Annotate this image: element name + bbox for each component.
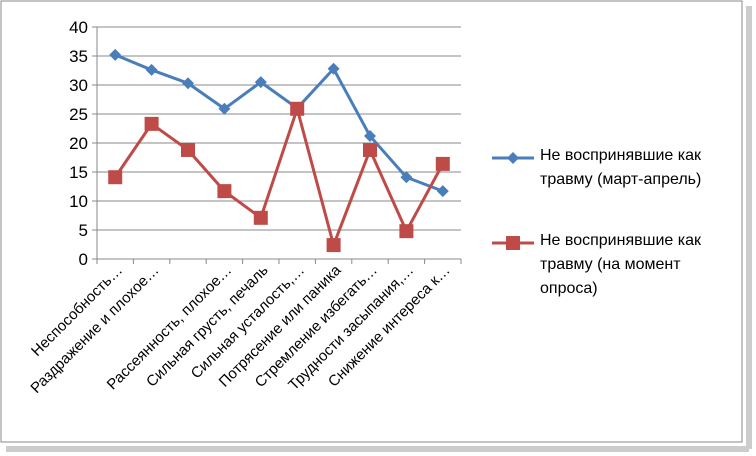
point: [327, 62, 340, 75]
y-tick-label: 35: [69, 47, 88, 66]
y-tick-label: 15: [69, 163, 88, 182]
point: [253, 210, 268, 225]
series-line: [114, 53, 444, 193]
point: [108, 170, 123, 185]
point: [326, 238, 341, 253]
y-tick-label: 10: [69, 192, 88, 211]
point: [217, 184, 232, 199]
series-line: [113, 103, 445, 250]
point: [399, 224, 414, 239]
point: [363, 142, 377, 157]
legend-label: Не воспринявшие как травму (на момент оп…: [540, 232, 701, 297]
point: [400, 171, 413, 184]
point: [182, 77, 194, 90]
point: [436, 185, 449, 198]
chart-border: [0, 0, 743, 443]
legend-label: Не воспринявшие как травму (март-апрель): [540, 147, 702, 188]
y-tick-label: 20: [69, 134, 88, 153]
point: [145, 63, 158, 76]
point: [109, 48, 122, 61]
y-tick-label: 5: [79, 221, 88, 240]
y-tick-label: 40: [69, 18, 88, 37]
y-tick-label: 30: [69, 76, 88, 95]
point: [181, 142, 195, 157]
point: [254, 76, 267, 89]
point: [290, 101, 305, 116]
y-tick-label: 0: [79, 250, 88, 269]
y-tick-label: 25: [69, 105, 88, 124]
point: [435, 156, 450, 171]
legend-marker: [507, 152, 519, 164]
point: [364, 130, 376, 143]
point: [144, 116, 159, 131]
point: [218, 102, 231, 115]
legend-marker: [506, 236, 520, 250]
